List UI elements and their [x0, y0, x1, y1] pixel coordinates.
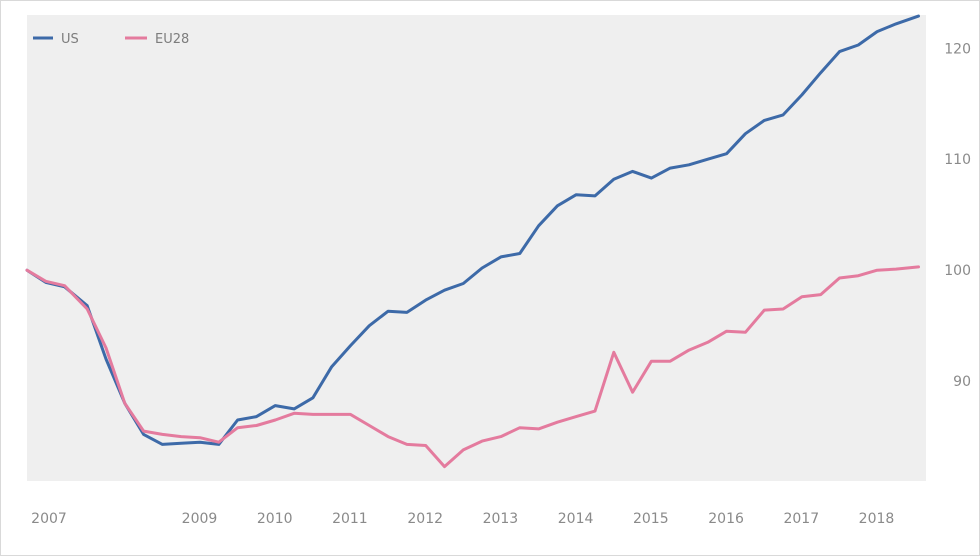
x-tick-label: 2015 [633, 511, 669, 527]
x-tick-label: 2010 [257, 511, 293, 527]
x-tick-label: 2012 [407, 511, 443, 527]
x-tick-label: 2013 [483, 511, 519, 527]
x-tick-label: 2017 [783, 511, 819, 527]
legend-label-us: US [61, 32, 79, 47]
series-line-eu28 [25, 265, 920, 469]
series-line-us [25, 14, 920, 446]
x-tick-label: 2011 [332, 511, 368, 527]
y-tick-label: 110 [944, 152, 971, 168]
x-tick-label: 2018 [859, 511, 895, 527]
y-tick-label: 90 [953, 374, 971, 390]
series-layer [25, 14, 920, 469]
plot-area [27, 15, 926, 481]
y-tick-label: 100 [944, 263, 971, 279]
x-tick-label: 2014 [558, 511, 594, 527]
legend: US EU28 [33, 32, 189, 47]
x-tick-label: 2009 [182, 511, 218, 527]
legend-label-eu28: EU28 [155, 32, 189, 47]
y-axis-ticks: 90 100 110 120 [944, 41, 971, 390]
x-tick-label: 2016 [708, 511, 744, 527]
y-tick-label: 120 [944, 41, 971, 57]
x-axis-ticks: 2007 2009 2010 2011 2012 2013 2014 2015 2016 2017… [31, 511, 894, 527]
x-tick-label: 2007 [31, 511, 67, 527]
